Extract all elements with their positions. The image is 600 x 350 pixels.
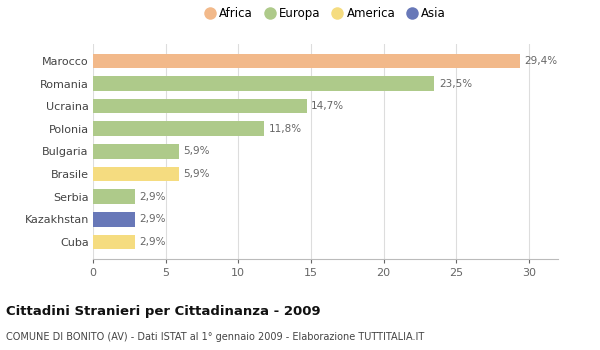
Text: 5,9%: 5,9%	[183, 169, 209, 179]
Bar	[93, 234, 135, 249]
Bar	[93, 144, 179, 159]
Text: 2,9%: 2,9%	[139, 237, 166, 247]
Bar	[93, 121, 265, 136]
Bar	[93, 76, 434, 91]
Bar	[93, 212, 135, 226]
Bar	[93, 99, 307, 113]
Text: 11,8%: 11,8%	[269, 124, 302, 134]
Legend: Africa, Europa, America, Asia: Africa, Europa, America, Asia	[200, 2, 451, 25]
Text: 2,9%: 2,9%	[139, 191, 166, 202]
Bar	[93, 54, 520, 68]
Text: 14,7%: 14,7%	[311, 101, 344, 111]
Text: COMUNE DI BONITO (AV) - Dati ISTAT al 1° gennaio 2009 - Elaborazione TUTTITALIA.: COMUNE DI BONITO (AV) - Dati ISTAT al 1°…	[6, 332, 424, 343]
Text: 2,9%: 2,9%	[139, 214, 166, 224]
Text: 29,4%: 29,4%	[524, 56, 558, 66]
Text: 5,9%: 5,9%	[183, 146, 209, 156]
Bar	[93, 189, 135, 204]
Bar	[93, 167, 179, 181]
Text: Cittadini Stranieri per Cittadinanza - 2009: Cittadini Stranieri per Cittadinanza - 2…	[6, 304, 320, 317]
Text: 23,5%: 23,5%	[439, 78, 472, 89]
